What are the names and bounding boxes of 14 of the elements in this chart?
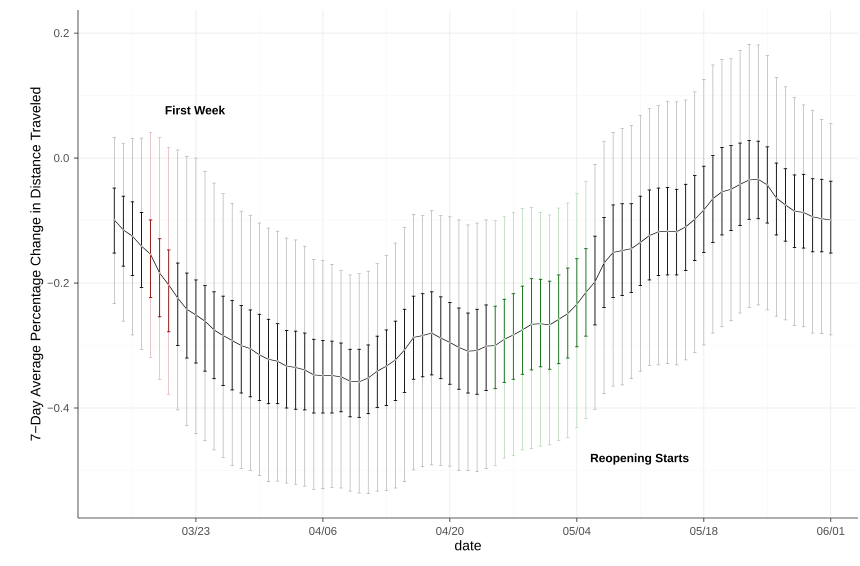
x-tick-label: 06/01 <box>817 526 844 535</box>
y-tick-label: 0.0 <box>54 154 69 162</box>
y-tick-label: −0.4 <box>48 404 69 412</box>
y-tick-label: 0.2 <box>54 29 69 38</box>
y-tick-label: −0.2 <box>48 279 69 288</box>
x-tick-label: 04/06 <box>309 526 337 535</box>
x-tick-label: 03/23 <box>182 526 210 535</box>
x-tick-label: 05/04 <box>563 526 591 535</box>
annotation: First Week <box>166 106 226 114</box>
annotation: Reopening Starts <box>590 453 689 465</box>
x-tick-label: 05/18 <box>690 526 718 535</box>
x-tick-label: 04/20 <box>436 526 464 535</box>
x-axis-title: date <box>455 540 481 550</box>
y-axis-title: 7−Day Average Percentage Change in Distance Traveled <box>30 88 44 441</box>
